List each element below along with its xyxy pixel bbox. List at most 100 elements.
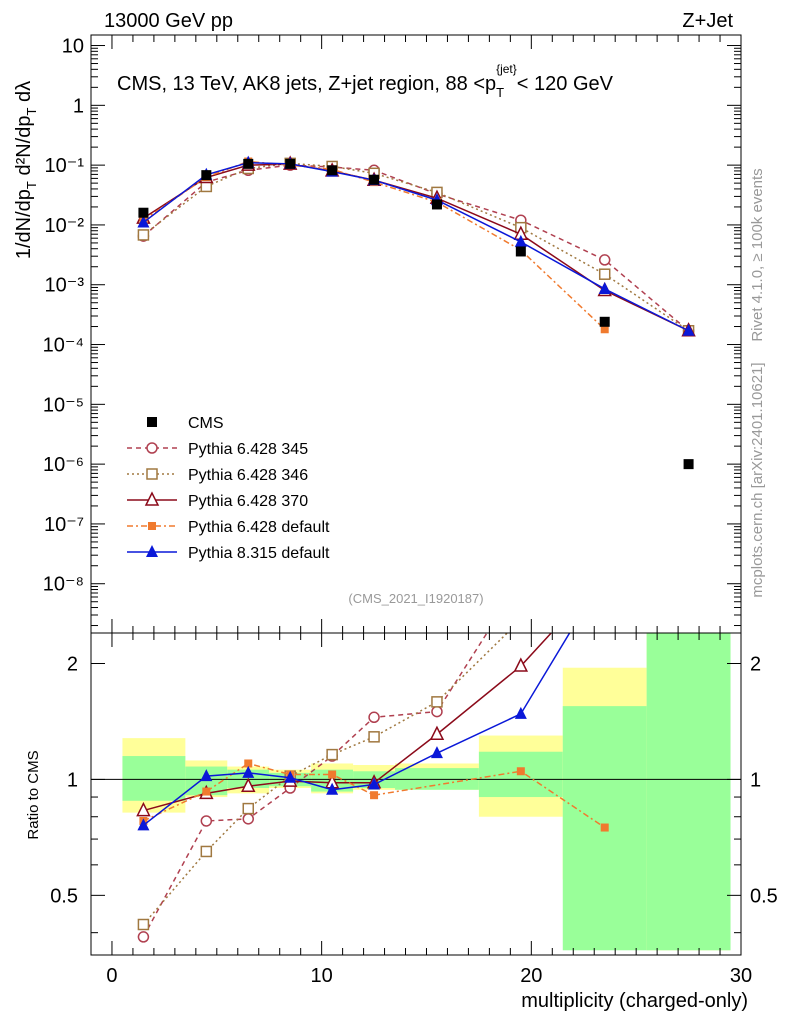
- ratio-y-tick-label: 0.5: [50, 885, 78, 907]
- legend-entry: Pythia 6.428 default: [127, 519, 330, 536]
- main-point: [598, 281, 611, 294]
- legend-label: CMS: [188, 415, 224, 432]
- data-point: [327, 165, 338, 176]
- ratio-plot-frame: [90, 632, 742, 956]
- ratio-point: [137, 918, 150, 931]
- data-point: [138, 207, 149, 218]
- axis-ticks: [90, 35, 742, 955]
- main-point: [514, 234, 527, 247]
- data-point: [683, 459, 694, 470]
- ratio-point: [244, 759, 253, 768]
- ratio-point: [600, 823, 609, 832]
- ratio-point: [368, 711, 380, 724]
- ratio-point: [242, 802, 255, 815]
- y-tick-label: 10: [62, 36, 84, 58]
- x-axis-label: multiplicity (charged-only): [521, 990, 748, 1012]
- legend-entry: Pythia 8.315 default: [127, 545, 330, 562]
- ratio-point: [516, 575, 526, 585]
- legend-marker: [148, 522, 156, 530]
- legend-label: Pythia 6.428 default: [188, 519, 330, 536]
- legend-label: Pythia 8.315 default: [188, 545, 330, 562]
- legend-marker: [147, 417, 157, 427]
- analysis-id: (CMS_2021_I1920187): [348, 591, 483, 606]
- x-tick-label: 30: [730, 965, 752, 987]
- data-point: [515, 246, 526, 257]
- ratio-point: [429, 725, 445, 741]
- ratio-band-green: [646, 633, 731, 951]
- ratio-point: [328, 770, 337, 779]
- ratio-point: [202, 787, 211, 796]
- main-series-line: [143, 163, 689, 332]
- legend-marker: [146, 545, 158, 557]
- y-tick-label: 10⁻⁸: [43, 574, 84, 596]
- y-tick-label: 10⁻¹: [45, 155, 85, 177]
- ratio-y-tick-label: 2: [67, 653, 78, 675]
- ratio-point: [599, 568, 611, 580]
- ratio-point: [430, 746, 443, 759]
- ratio-point: [137, 818, 150, 831]
- ratio-series-line: [142, 633, 509, 925]
- data-point: [201, 170, 212, 181]
- main-series-line: [142, 161, 689, 332]
- y-tick-label: 10⁻²: [45, 215, 85, 237]
- legend-entry: Pythia 6.428 370: [127, 491, 308, 510]
- data-point: [369, 174, 380, 185]
- y-tick-label: 10⁻⁷: [44, 514, 84, 536]
- legend-marker: [146, 442, 158, 454]
- main-series-line: [142, 160, 606, 330]
- main-y-axis-label: 1/dN/dpT d²N/dpT dλ: [13, 81, 39, 259]
- ratio-point: [200, 815, 213, 827]
- legend-label: Pythia 6.428 346: [188, 467, 308, 484]
- legend-marker: [144, 491, 160, 506]
- main-point: [598, 268, 611, 280]
- ratio-uncertainty-bands: [91, 633, 741, 951]
- ratio-point: [326, 748, 338, 761]
- ratio-point: [599, 568, 611, 580]
- ratio-point: [516, 767, 525, 776]
- legend-label: Pythia 6.428 370: [188, 493, 308, 510]
- ratio-point: [326, 782, 339, 795]
- rivet-label: Rivet 4.1.0, ≥ 100k events: [749, 168, 766, 341]
- main-series-line: [142, 164, 690, 332]
- ratio-point: [600, 469, 610, 479]
- data-point: [599, 316, 610, 327]
- ratio-point: [431, 696, 443, 708]
- main-point: [137, 229, 150, 241]
- ratio-series-line: [143, 762, 606, 829]
- y-tick-label: 10⁻⁴: [43, 335, 84, 357]
- ratio-y-axis-label: Ratio to CMS: [25, 750, 42, 839]
- legend-entry: CMS: [147, 415, 224, 432]
- ratio-point: [368, 777, 381, 790]
- main-point: [600, 325, 609, 334]
- ratio-series: [136, 376, 611, 943]
- ratio-point: [600, 376, 610, 386]
- ratio-y-tick-label-right: 2: [750, 653, 761, 675]
- axis-tick-labels: 0 10 20 30 10⁻⁸ 10⁻⁷ 10⁻⁶ 10⁻⁵ 10⁻⁴ 10⁻³ 10⁻² 10⁻¹ 1…: [43, 36, 778, 987]
- ratio-point: [513, 657, 529, 672]
- data-point: [285, 158, 296, 169]
- ratio-point: [136, 801, 151, 817]
- ratio-point: [242, 813, 255, 825]
- ratio-point: [200, 769, 213, 782]
- ratio-band-green: [122, 756, 186, 801]
- ratio-point: [514, 706, 527, 719]
- ratio-point: [284, 770, 297, 783]
- plot-title: CMS, 13 TeV, AK8 jets, Z+jet region, 88 …: [117, 62, 614, 100]
- main-plot-frame: [90, 34, 742, 634]
- main-point: [682, 323, 695, 336]
- legend-label: Pythia 6.428 345: [188, 441, 308, 458]
- ratio-y-tick-label-right: 1: [750, 769, 761, 791]
- header-right: Z+Jet: [682, 10, 733, 32]
- ratio-point: [368, 731, 380, 743]
- ratio-point: [516, 615, 526, 625]
- ratio-point: [370, 791, 379, 800]
- x-tick-label: 10: [311, 965, 333, 987]
- main-point: [137, 215, 150, 228]
- y-tick-label: 10⁻⁶: [43, 454, 84, 476]
- y-tick-label: 1: [73, 95, 84, 117]
- data-point: [431, 199, 442, 210]
- header-left: 13000 GeV pp: [104, 10, 233, 32]
- ratio-y-tick-label: 1: [67, 769, 78, 791]
